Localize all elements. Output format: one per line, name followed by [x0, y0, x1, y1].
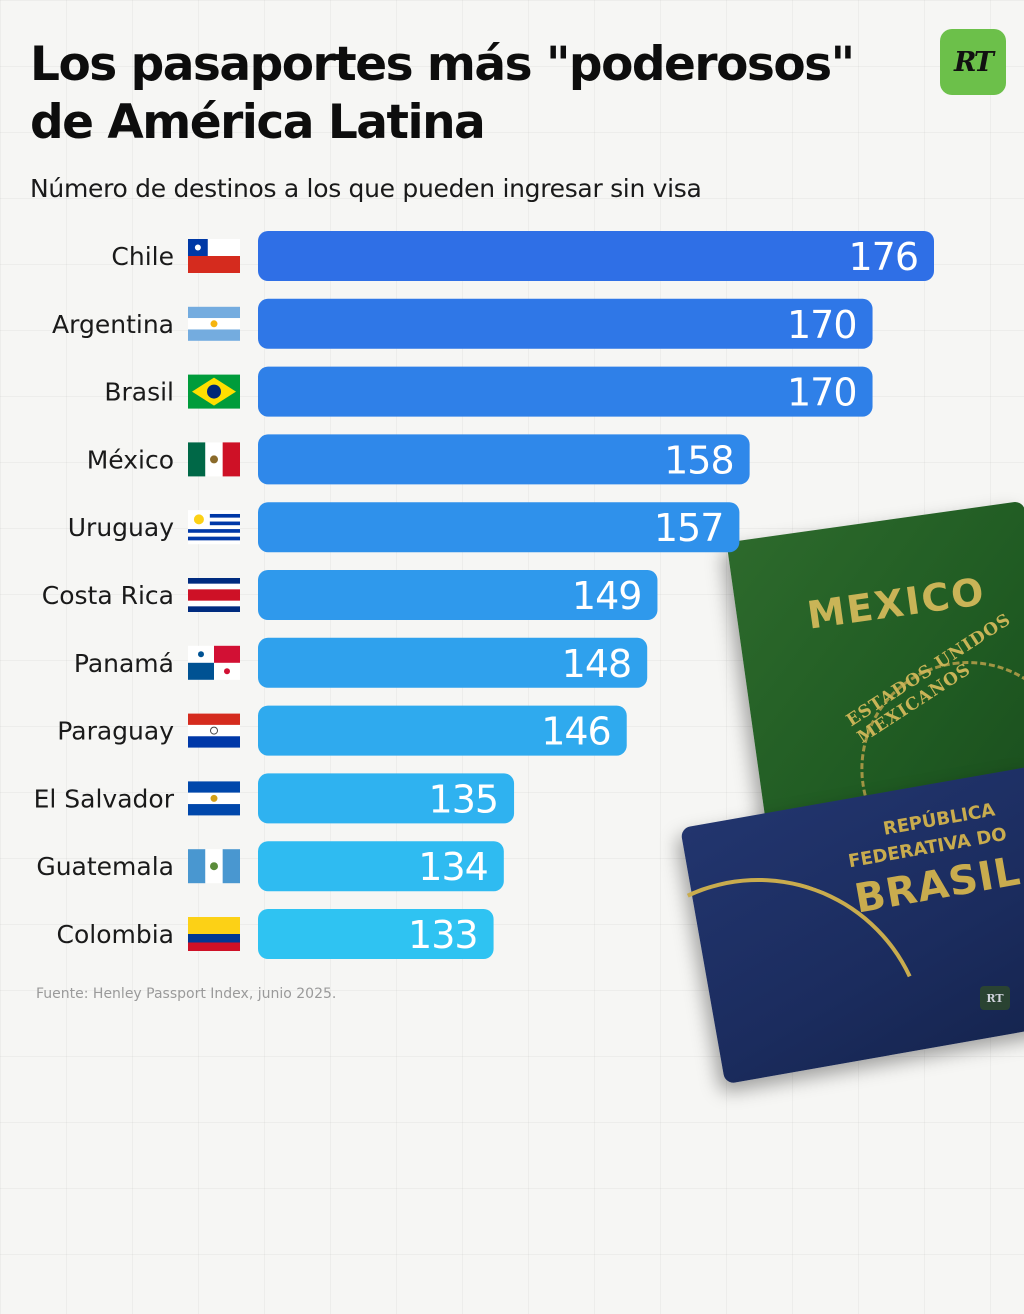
el-salvador-flag-icon [188, 781, 240, 816]
bar-costa-rica [258, 570, 658, 620]
value-label-brasil: 170 [787, 371, 857, 415]
value-label-paraguay: 146 [541, 710, 611, 754]
rt-logo-text: RT [953, 46, 994, 78]
value-label-panama: 148 [562, 642, 632, 686]
bar-colombia [258, 909, 494, 959]
category-label-colombia: Colombia [57, 920, 174, 949]
bar-guatemala [258, 841, 504, 892]
argentina-flag-icon [188, 306, 240, 341]
value-label-el-salvador: 135 [429, 777, 499, 821]
panama-flag-icon [188, 645, 240, 680]
value-label-argentina: 170 [787, 303, 857, 347]
bar-mexico [258, 434, 750, 485]
rt-small-logo: RT [980, 986, 1010, 1010]
value-label-guatemala: 134 [418, 845, 488, 889]
category-label-brasil: Brasil [104, 378, 174, 407]
category-label-el-salvador: El Salvador [34, 784, 175, 813]
bar-chart: 176 Chile 170 Argentina 170 Brasil 158 México 15… [34, 231, 934, 959]
category-label-argentina: Argentina [52, 310, 174, 339]
category-label-uruguay: Uruguay [68, 513, 174, 542]
costa-rica-flag-icon [188, 578, 240, 612]
colombia-flag-icon [188, 917, 240, 951]
bar-el-salvador [258, 773, 515, 824]
chart-title: Los pasaportes más "poderosos" de Améric… [30, 36, 930, 152]
paraguay-flag-icon [188, 713, 240, 748]
category-label-mexico: México [87, 445, 174, 474]
bar-paraguay [258, 705, 627, 756]
bar-uruguay [258, 502, 740, 553]
value-label-uruguay: 157 [654, 506, 724, 550]
uruguay-flag-icon [188, 510, 240, 545]
bar-chile [258, 231, 934, 281]
value-label-mexico: 158 [664, 438, 734, 482]
category-label-chile: Chile [111, 242, 174, 271]
rt-logo: RT [940, 29, 1006, 95]
category-label-panama: Panamá [74, 649, 174, 678]
mexico-flag-icon [188, 442, 240, 477]
category-label-paraguay: Paraguay [57, 717, 174, 746]
bar-brasil [258, 366, 873, 417]
source-note: Fuente: Henley Passport Index, junio 202… [36, 986, 337, 1002]
chile-flag-icon [188, 239, 240, 273]
category-label-guatemala: Guatemala [36, 852, 174, 881]
chart-subtitle: Número de destinos a los que pueden ingr… [30, 174, 702, 203]
value-label-colombia: 133 [408, 913, 478, 957]
guatemala-flag-icon [188, 849, 240, 884]
bar-panama [258, 637, 648, 688]
brasil-flag-icon [188, 374, 240, 409]
bar-argentina [258, 298, 873, 349]
value-label-chile: 176 [848, 235, 918, 279]
title-line-1: Los pasaportes más "poderosos" [30, 37, 855, 92]
value-label-costa-rica: 149 [572, 574, 642, 618]
title-line-2: de América Latina [30, 95, 486, 150]
category-label-costa-rica: Costa Rica [42, 581, 174, 610]
